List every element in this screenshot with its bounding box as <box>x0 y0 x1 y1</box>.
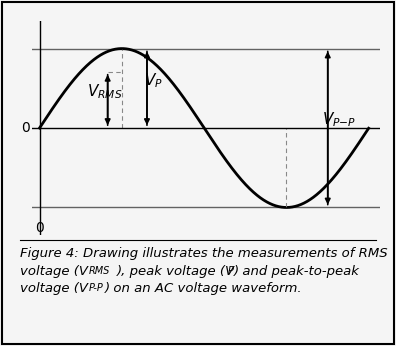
Text: voltage (V: voltage (V <box>20 265 88 278</box>
Text: 0: 0 <box>35 221 44 235</box>
Text: voltage (V: voltage (V <box>20 282 88 295</box>
Text: 0: 0 <box>21 121 30 135</box>
Text: P: P <box>228 266 234 276</box>
Text: P-P: P-P <box>89 283 104 293</box>
Text: ) on an AC voltage waveform.: ) on an AC voltage waveform. <box>105 282 303 295</box>
Text: RMS: RMS <box>89 266 110 276</box>
Text: ) and peak-to-peak: ) and peak-to-peak <box>234 265 360 278</box>
Text: ), peak voltage (V: ), peak voltage (V <box>117 265 235 278</box>
Text: $\mathit{V}_{P}$: $\mathit{V}_{P}$ <box>144 71 163 90</box>
Text: $\mathit{V}_{P\mathrm{-}P}$: $\mathit{V}_{P\mathrm{-}P}$ <box>322 111 356 129</box>
Text: $\mathit{V}_{RMS}$: $\mathit{V}_{RMS}$ <box>87 83 123 101</box>
Text: Figure 4: Drawing illustrates the measurements of RMS: Figure 4: Drawing illustrates the measur… <box>20 247 387 261</box>
